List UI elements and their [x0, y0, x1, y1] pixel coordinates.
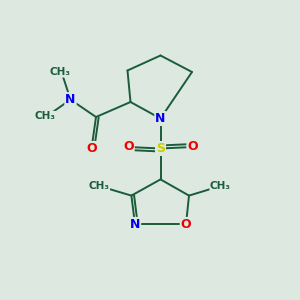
Text: CH₃: CH₃ [210, 181, 231, 191]
Text: O: O [181, 218, 191, 231]
Text: CH₃: CH₃ [88, 181, 110, 191]
Text: O: O [123, 140, 134, 154]
Text: CH₃: CH₃ [34, 111, 56, 122]
Text: N: N [130, 218, 140, 231]
Text: O: O [86, 142, 97, 155]
Text: N: N [65, 93, 76, 106]
Text: N: N [155, 112, 166, 125]
Text: S: S [156, 142, 165, 155]
Text: O: O [187, 140, 198, 154]
Text: CH₃: CH₃ [50, 67, 70, 77]
